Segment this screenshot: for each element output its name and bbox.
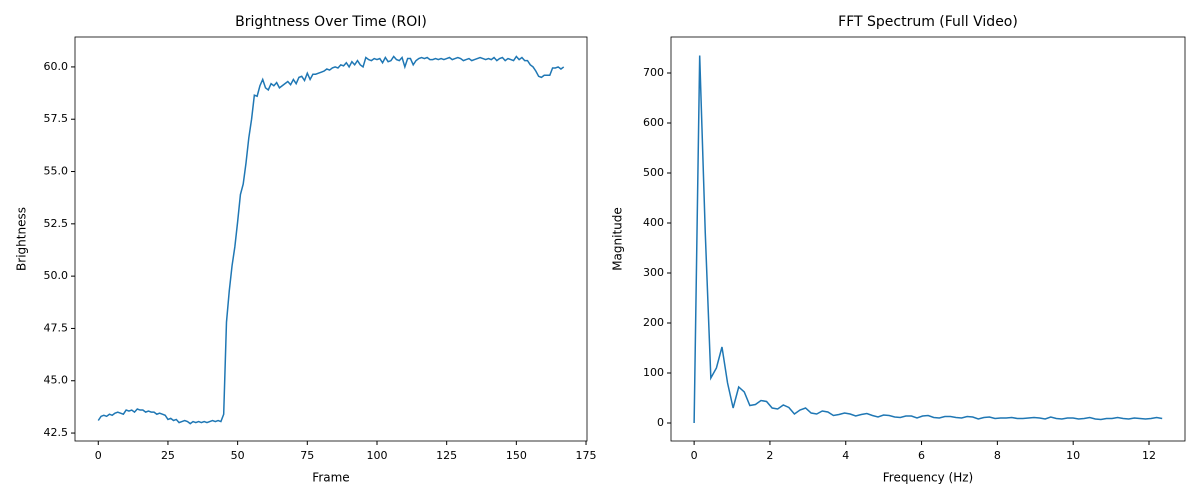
x-tick-label: 10: [1066, 449, 1080, 462]
x-tick-label: 4: [842, 449, 849, 462]
x-tick-label: 0: [691, 449, 698, 462]
x-tick-label: 2: [766, 449, 773, 462]
x-tick-label: 100: [366, 449, 387, 462]
y-tick-label: 50.0: [44, 269, 69, 282]
plot-frame: [670, 36, 1186, 442]
x-tick-label: 125: [436, 449, 457, 462]
y-axis-label: Brightness: [15, 207, 29, 271]
y-tick-label: 0: [657, 416, 664, 429]
y-tick-label: 500: [643, 166, 664, 179]
y-axis-label: Magnitude: [611, 207, 625, 271]
y-tick-label: 200: [643, 316, 664, 329]
y-tick-label: 47.5: [44, 321, 69, 334]
y-tick-label: 300: [643, 266, 664, 279]
data-line: [97, 55, 565, 425]
x-axis-label: Frequency (Hz): [883, 471, 974, 485]
x-tick-label: 0: [95, 449, 102, 462]
x-tick-label: 175: [576, 449, 597, 462]
x-tick-label: 150: [506, 449, 527, 462]
y-tick-label: 42.5: [44, 426, 69, 439]
chart-title: FFT Spectrum (Full Video): [838, 14, 1018, 30]
x-axis-label: Frame: [312, 471, 349, 485]
x-tick-label: 12: [1142, 449, 1156, 462]
y-tick-label: 600: [643, 116, 664, 129]
x-tick-label: 25: [161, 449, 175, 462]
y-tick-label: 52.5: [44, 217, 69, 230]
y-tick-label: 700: [643, 66, 664, 79]
x-tick-label: 8: [994, 449, 1001, 462]
y-tick-label: 400: [643, 216, 664, 229]
x-tick-label: 50: [231, 449, 245, 462]
x-tick-label: 6: [918, 449, 925, 462]
y-tick-label: 100: [643, 366, 664, 379]
y-tick-label: 60.0: [44, 60, 69, 73]
chart-title: Brightness Over Time (ROI): [235, 14, 427, 30]
y-tick-label: 55.0: [44, 165, 69, 178]
x-tick-label: 75: [300, 449, 314, 462]
data-line: [693, 55, 1163, 424]
y-tick-label: 45.0: [44, 374, 69, 387]
y-tick-label: 57.5: [44, 112, 69, 125]
plot-frame: [74, 36, 588, 442]
